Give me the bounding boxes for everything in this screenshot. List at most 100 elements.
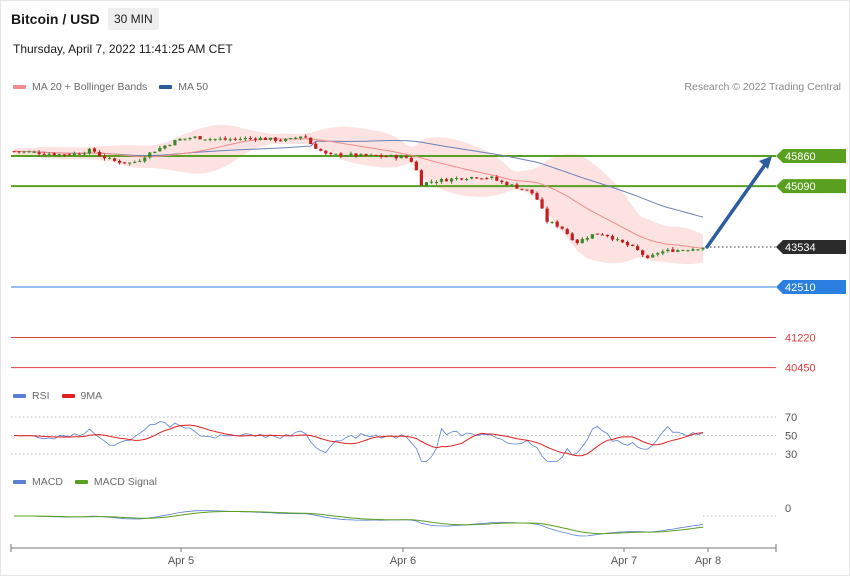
candle-body xyxy=(545,208,549,222)
candle-body xyxy=(605,234,610,237)
candle-body xyxy=(681,250,685,252)
candle-body xyxy=(636,246,640,250)
last-price-label: 43534 xyxy=(785,242,816,254)
legend-ma20-label: MA 20 + Bollinger Bands xyxy=(32,81,148,93)
candle-body xyxy=(188,138,192,140)
candle-body xyxy=(515,184,519,189)
macd-legend: MACD MACD Signal xyxy=(13,476,169,488)
candle-body xyxy=(128,162,132,164)
candle-body xyxy=(273,137,278,141)
candle-body xyxy=(510,184,514,186)
ma50-line xyxy=(13,140,704,218)
candle-body xyxy=(374,154,378,156)
x-tick-label: Apr 7 xyxy=(611,555,637,567)
candle-body xyxy=(123,162,127,164)
legend-rsi-label: RSI xyxy=(32,390,50,402)
candle-body xyxy=(625,242,630,246)
candle-body xyxy=(630,244,635,246)
candle-body xyxy=(424,182,428,186)
macd-line xyxy=(14,510,704,537)
candle-body xyxy=(495,176,499,181)
candle-body xyxy=(17,151,21,153)
candle-body xyxy=(359,154,363,157)
candle-body xyxy=(454,178,459,180)
candle-body xyxy=(409,157,413,162)
candle-body xyxy=(178,138,182,141)
candle-body xyxy=(203,139,207,141)
x-tick-label: Apr 8 xyxy=(695,555,721,567)
candle-body xyxy=(465,178,469,180)
candle-body xyxy=(329,152,333,154)
candle-body xyxy=(671,249,675,252)
rsi-swatch xyxy=(13,394,26,398)
candle-body xyxy=(218,138,222,140)
level-tag-42510 xyxy=(776,280,846,295)
candle-body xyxy=(520,188,524,190)
level-tag-45090 xyxy=(776,179,846,194)
rsi-legend: RSI 9MA xyxy=(13,390,114,402)
candle-body xyxy=(459,178,464,180)
candle-body xyxy=(414,161,418,171)
candle-body xyxy=(555,221,559,227)
candle-body xyxy=(610,236,615,240)
rsi-level-label-50: 50 xyxy=(785,431,797,443)
candle-body xyxy=(52,153,56,156)
candle-body xyxy=(319,149,323,151)
candle-body xyxy=(344,155,348,157)
candle-body xyxy=(278,140,283,142)
level-label-45860: 45860 xyxy=(785,151,816,163)
candle-body xyxy=(394,155,398,159)
candle-body xyxy=(480,178,484,180)
candle-body xyxy=(294,137,298,139)
candle-body xyxy=(102,156,107,159)
rsi-line xyxy=(13,421,704,462)
level-label-45090: 45090 xyxy=(785,181,816,193)
candle-body xyxy=(22,151,26,153)
level-label-42510: 42510 xyxy=(785,282,816,294)
candle-body xyxy=(208,139,212,141)
candle-body xyxy=(696,249,700,251)
candle-body xyxy=(238,139,242,141)
candle-body xyxy=(505,182,509,186)
candle-body xyxy=(67,154,71,156)
x-tick-label: Apr 5 xyxy=(168,555,194,567)
candle-body xyxy=(77,153,81,155)
main-legend: MA 20 + Bollinger Bands MA 50 xyxy=(13,81,220,93)
legend-macd-label: MACD xyxy=(32,476,63,488)
candle-body xyxy=(565,229,569,235)
candle-body xyxy=(133,161,137,163)
candle-body xyxy=(656,253,660,255)
forecast-arrow-shaft xyxy=(705,160,769,249)
candle-body xyxy=(485,178,489,180)
candle-body xyxy=(112,158,117,161)
candle-body xyxy=(449,178,454,182)
candle-body xyxy=(62,154,66,156)
rsi-9ma-line xyxy=(13,424,704,457)
candle-body xyxy=(615,239,620,241)
timeframe-button[interactable]: 30 MIN xyxy=(108,8,159,30)
candle-body xyxy=(107,157,112,159)
candle-body xyxy=(148,152,152,158)
candle-body xyxy=(470,176,474,179)
rsi-9ma-swatch xyxy=(61,394,75,398)
candle-body xyxy=(92,148,97,152)
macd-signal-line xyxy=(14,511,704,535)
candle-body xyxy=(334,153,338,155)
instrument-title: Bitcoin / USD xyxy=(11,11,100,27)
candle-body xyxy=(384,156,388,158)
candle-body xyxy=(289,138,293,140)
candle-body xyxy=(646,255,650,258)
candle-body xyxy=(429,181,434,183)
candle-body xyxy=(42,154,46,156)
candle-body xyxy=(354,153,358,157)
macd-level-label-0: 0 xyxy=(785,503,791,515)
candle-body xyxy=(399,155,403,159)
candle-body xyxy=(324,150,328,154)
candle-body xyxy=(47,153,51,155)
credit-text: Research © 2022 Trading Central xyxy=(684,81,841,93)
candle-body xyxy=(82,153,87,155)
candle-body xyxy=(183,138,187,140)
chart-datetime: Thursday, April 7, 2022 11:41:25 AM CET xyxy=(13,42,233,56)
candle-body xyxy=(580,239,584,244)
